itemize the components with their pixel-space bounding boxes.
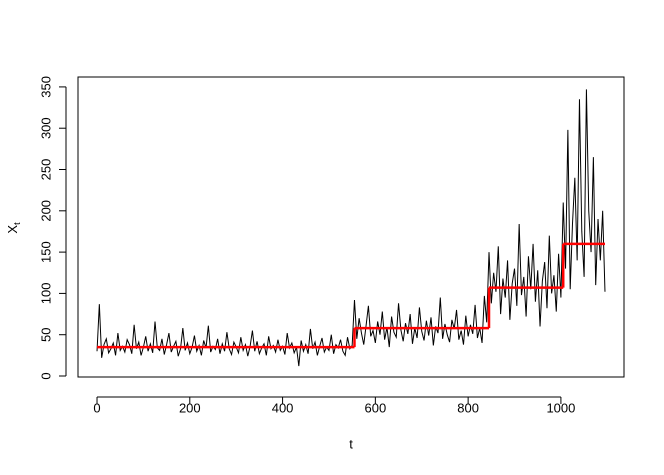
y-tick-label: 50: [38, 327, 53, 341]
x-tick-label: 400: [272, 400, 294, 415]
y-tick-label: 0: [38, 372, 53, 379]
x-axis-label: t: [349, 436, 353, 451]
x-tick-label: 800: [457, 400, 479, 415]
y-axis-label-sub: t: [12, 222, 22, 225]
y-tick-label: 150: [38, 241, 53, 263]
y-tick-label: 250: [38, 159, 53, 181]
x-tick-label: 600: [365, 400, 387, 415]
y-tick-label: 350: [38, 76, 53, 98]
y-axis-label: Xt: [5, 222, 22, 234]
y-tick-label: 100: [38, 283, 53, 305]
plot-box: [77, 76, 625, 378]
x-tick-label: 0: [93, 400, 100, 415]
y-tick-label: 300: [38, 117, 53, 139]
y-axis-label-main: X: [5, 225, 20, 234]
x-tick-label: 200: [179, 400, 201, 415]
x-tick-label: 1000: [546, 400, 575, 415]
series-line: [96, 89, 606, 367]
y-tick-label: 200: [38, 200, 53, 222]
